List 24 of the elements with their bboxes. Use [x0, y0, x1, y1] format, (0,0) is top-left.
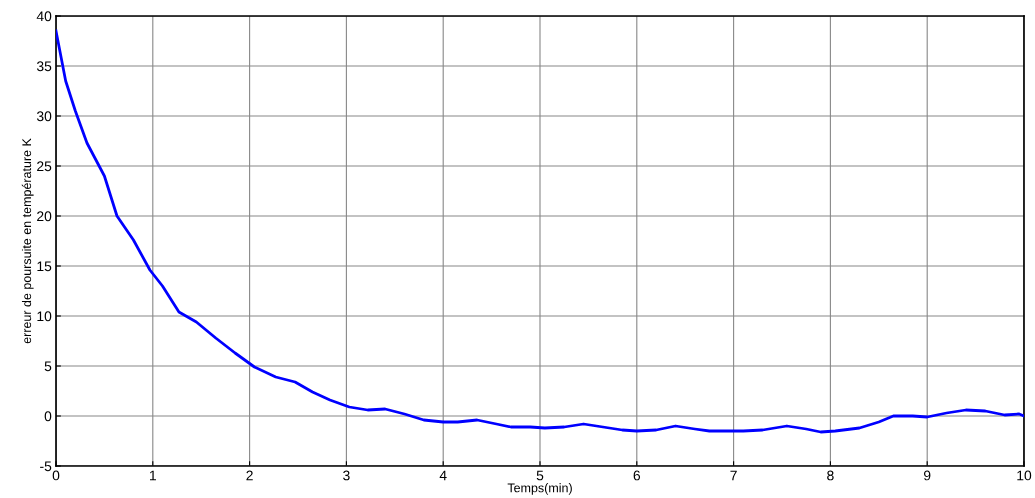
- y-tick-label: 40: [36, 11, 52, 22]
- x-tick-label: 5: [536, 470, 544, 481]
- y-tick-label: 15: [37, 261, 52, 272]
- x-tick-label: 7: [730, 470, 737, 481]
- x-tick-label: 8: [827, 470, 834, 481]
- y-tick-label: 35: [36, 61, 52, 72]
- x-tick-label: 3: [343, 470, 350, 481]
- y-tick-label: 0: [44, 411, 52, 422]
- x-axis-title: Temps(min): [507, 483, 572, 495]
- x-tick-label: 6: [633, 470, 641, 481]
- x-tick-label: 9: [923, 470, 931, 481]
- y-tick-label: 5: [44, 361, 52, 372]
- y-tick-label: 30: [36, 111, 52, 122]
- x-tick-label: 4: [439, 470, 447, 481]
- x-tick-label: 1: [150, 470, 156, 481]
- x-tick-label: 10: [1017, 470, 1032, 481]
- line-series: [56, 29, 1024, 434]
- y-tick-label: -5: [40, 461, 52, 472]
- x-tick-label: 2: [246, 470, 253, 481]
- y-tick-label: 20: [37, 211, 52, 222]
- y-axis-title: erreur de poursuite en température K: [21, 138, 34, 344]
- y-tick-label: 25: [37, 161, 52, 172]
- y-tick-label: 10: [37, 311, 52, 322]
- x-tick-label: 0: [52, 470, 60, 481]
